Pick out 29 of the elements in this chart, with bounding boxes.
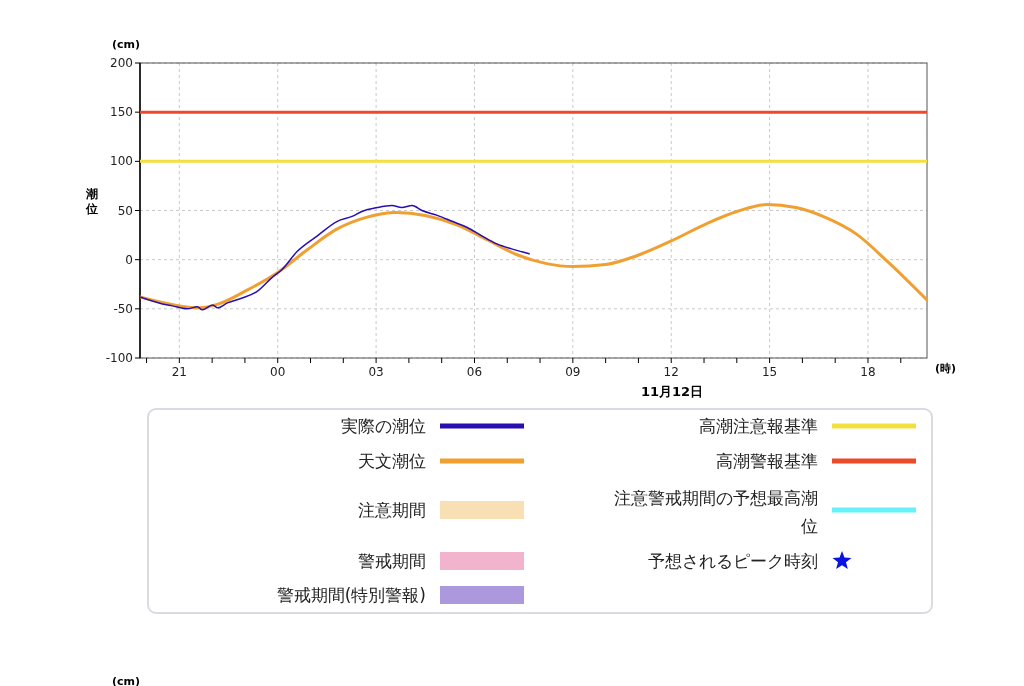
legend-label: 注意期間 [358,500,426,520]
x-tick-label: 18 [860,365,876,379]
legend-label: 実際の潮位 [341,416,426,436]
legend-label: 警戒期間(特別警報) [276,585,426,605]
x-tick-label: 03 [368,365,384,379]
y-tick-label: 200 [110,56,133,70]
text: 11月12日 [640,384,704,399]
x-tick-label: 15 [761,365,778,379]
x-tick-label: 06 [466,365,483,379]
legend-label: 高潮注意報基準 [699,416,818,436]
y-tick-label: 0 [125,252,133,267]
legend-label: 注意警戒期間の予想最高潮位 [614,488,818,536]
legend-label: 予想されるピーク時刻 [648,551,818,571]
x-tick-label: 12 [663,365,679,379]
x-tick-label: 09 [565,365,581,379]
text: (時) [935,362,957,375]
y-tick-label: 150 [110,105,133,120]
y-tick-label: 50 [117,203,133,218]
y-tick-label: -100 [105,351,133,365]
legend-label: 高潮警報基準 [716,451,818,471]
legend-label: 天文潮位 [358,451,426,471]
y-tick-label: 100 [110,154,133,169]
x-tick-label: 00 [270,365,286,379]
y-tick-label: -50 [113,301,133,316]
x-tick-label: 21 [171,365,187,379]
text: (cm) [111,675,141,686]
legend-label: 警戒期間 [358,551,426,571]
y-axis-title: 潮位 [85,187,98,216]
text: (cm) [111,38,141,51]
